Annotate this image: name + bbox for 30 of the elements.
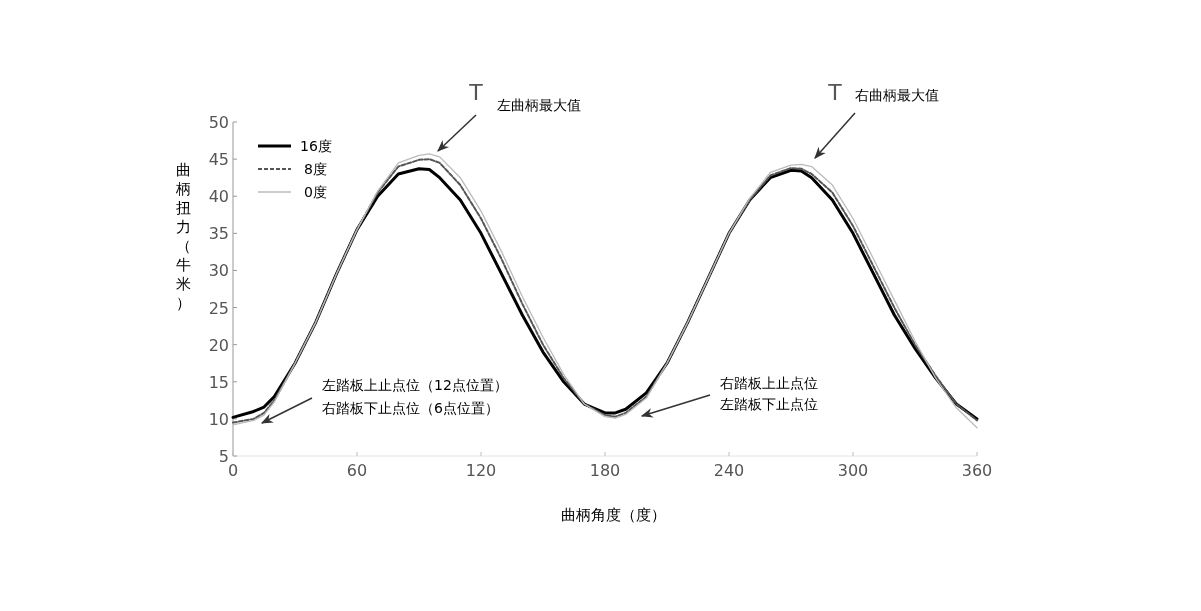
x-tick-label: 360 <box>961 461 993 480</box>
x-tick-label: 240 <box>713 461 745 480</box>
x-tick-label: 300 <box>837 461 869 480</box>
y-tick-label: 5 <box>218 447 229 466</box>
y-axis-title: 曲柄扭力（牛米） <box>175 161 191 312</box>
legend-label: 0度 <box>304 184 327 200</box>
y-tick-label: 40 <box>208 187 229 207</box>
y-tick-label: 10 <box>208 409 229 429</box>
text: 左曲柄最大值 <box>497 97 581 113</box>
y-tick-label: 50 <box>208 113 229 132</box>
text: T <box>827 80 843 105</box>
x-axis-title: 曲柄角度（度） <box>560 506 666 524</box>
x-tick-label: 60 <box>346 461 368 480</box>
legend-label: 8度 <box>304 161 327 177</box>
annotation: 右踏板上止点位 <box>720 375 818 391</box>
y-tick-label: 20 <box>208 335 229 355</box>
x-tick-label: 180 <box>589 461 621 480</box>
annotation: 右踏板下止点位（6点位置） <box>322 400 499 416</box>
y-tick-label: 35 <box>208 224 229 244</box>
y-tick-label: 15 <box>208 372 229 392</box>
x-tick-label: 0 <box>227 461 239 480</box>
text: T <box>468 80 484 105</box>
annotation: 左踏板下止点位 <box>720 396 818 412</box>
text: 右曲柄最大值 <box>855 87 939 103</box>
legend-label: 16度 <box>300 138 332 154</box>
x-tick-label: 120 <box>465 461 497 480</box>
y-tick-label: 30 <box>208 261 229 281</box>
y-tick-label: 25 <box>208 298 229 318</box>
y-tick-label: 45 <box>208 150 229 170</box>
annotation: 左踏板上止点位（12点位置） <box>322 377 508 393</box>
